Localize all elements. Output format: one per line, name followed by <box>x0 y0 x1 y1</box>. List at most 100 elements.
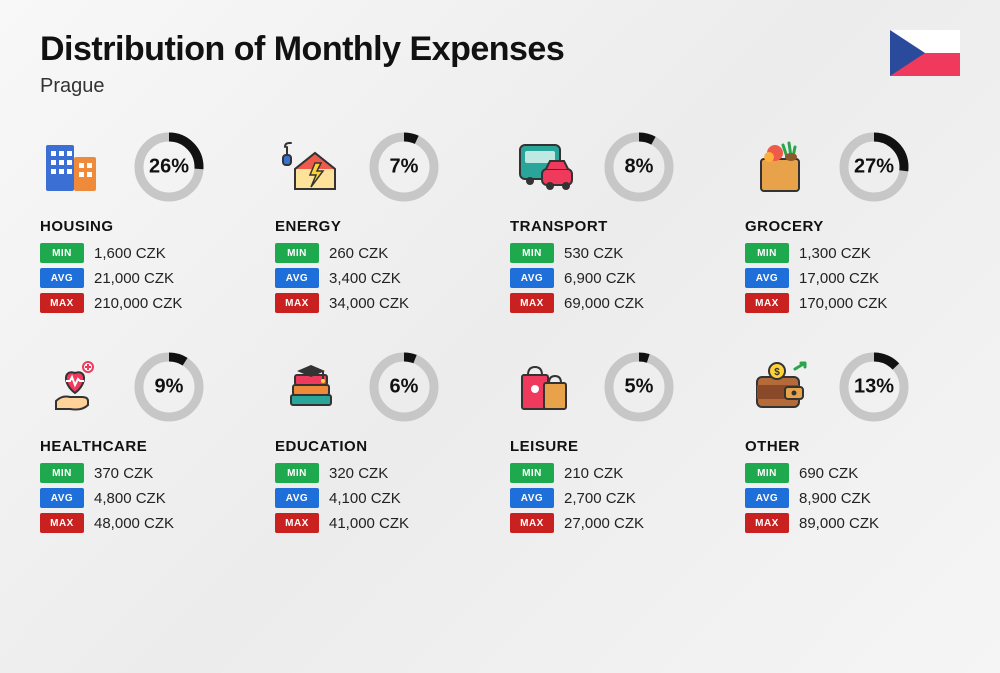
category-card-grocery: 27% GROCERY MIN 1,300 CZK AVG 17,000 CZK… <box>745 128 960 318</box>
percent-donut: 6% <box>365 348 443 426</box>
percent-donut: 7% <box>365 128 443 206</box>
stat-avg-row: AVG 2,700 CZK <box>510 488 725 508</box>
percent-donut: 26% <box>130 128 208 206</box>
percent-donut: 8% <box>600 128 678 206</box>
avg-badge: AVG <box>40 488 84 508</box>
min-badge: MIN <box>40 243 84 263</box>
house-bolt-icon <box>275 137 345 197</box>
czech-flag-icon <box>890 30 960 76</box>
stat-max-row: MAX 170,000 CZK <box>745 293 960 313</box>
category-card-energy: 7% ENERGY MIN 260 CZK AVG 3,400 CZK MAX … <box>275 128 490 318</box>
stat-max-row: MAX 210,000 CZK <box>40 293 255 313</box>
grad-books-icon <box>275 357 345 417</box>
max-badge: MAX <box>40 513 84 533</box>
stat-avg-row: AVG 17,000 CZK <box>745 268 960 288</box>
max-badge: MAX <box>275 293 319 313</box>
category-name: GROCERY <box>745 218 960 235</box>
percent-label: 13% <box>854 376 894 399</box>
max-badge: MAX <box>40 293 84 313</box>
bus-car-icon <box>510 137 580 197</box>
card-header: 8% <box>510 128 725 206</box>
stat-max-row: MAX 27,000 CZK <box>510 513 725 533</box>
avg-value: 21,000 CZK <box>94 270 174 287</box>
min-value: 210 CZK <box>564 465 623 482</box>
stat-min-row: MIN 690 CZK <box>745 463 960 483</box>
stat-min-row: MIN 320 CZK <box>275 463 490 483</box>
percent-label: 5% <box>625 376 654 399</box>
stat-avg-row: AVG 8,900 CZK <box>745 488 960 508</box>
percent-donut: 5% <box>600 348 678 426</box>
page-title: Distribution of Monthly Expenses <box>40 30 564 69</box>
min-badge: MIN <box>275 243 319 263</box>
stat-avg-row: AVG 6,900 CZK <box>510 268 725 288</box>
avg-value: 4,800 CZK <box>94 490 166 507</box>
avg-badge: AVG <box>275 488 319 508</box>
card-header: 6% <box>275 348 490 426</box>
min-value: 320 CZK <box>329 465 388 482</box>
grocery-bag-icon <box>745 137 815 197</box>
category-card-transport: 8% TRANSPORT MIN 530 CZK AVG 6,900 CZK M… <box>510 128 725 318</box>
max-badge: MAX <box>275 513 319 533</box>
card-header: 5% <box>510 348 725 426</box>
category-card-education: 6% EDUCATION MIN 320 CZK AVG 4,100 CZK M… <box>275 348 490 538</box>
svg-text:$: $ <box>774 367 780 378</box>
heart-hand-icon <box>40 357 110 417</box>
avg-value: 8,900 CZK <box>799 490 871 507</box>
max-badge: MAX <box>510 293 554 313</box>
stat-max-row: MAX 34,000 CZK <box>275 293 490 313</box>
max-value: 34,000 CZK <box>329 295 409 312</box>
min-badge: MIN <box>510 243 554 263</box>
min-badge: MIN <box>745 463 789 483</box>
avg-value: 3,400 CZK <box>329 270 401 287</box>
avg-badge: AVG <box>510 488 554 508</box>
avg-badge: AVG <box>745 268 789 288</box>
max-badge: MAX <box>510 513 554 533</box>
max-value: 69,000 CZK <box>564 295 644 312</box>
card-header: 26% <box>40 128 255 206</box>
location-subtitle: Prague <box>40 75 564 98</box>
min-badge: MIN <box>745 243 789 263</box>
wallet-icon: $ <box>745 357 815 417</box>
min-badge: MIN <box>275 463 319 483</box>
stat-max-row: MAX 69,000 CZK <box>510 293 725 313</box>
max-value: 89,000 CZK <box>799 515 879 532</box>
min-value: 1,300 CZK <box>799 245 871 262</box>
category-name: ENERGY <box>275 218 490 235</box>
avg-value: 4,100 CZK <box>329 490 401 507</box>
card-header: $ 13% <box>745 348 960 426</box>
category-name: EDUCATION <box>275 438 490 455</box>
min-value: 370 CZK <box>94 465 153 482</box>
max-value: 210,000 CZK <box>94 295 182 312</box>
category-name: HEALTHCARE <box>40 438 255 455</box>
percent-donut: 13% <box>835 348 913 426</box>
stat-min-row: MIN 260 CZK <box>275 243 490 263</box>
category-card-healthcare: 9% HEALTHCARE MIN 370 CZK AVG 4,800 CZK … <box>40 348 255 538</box>
avg-badge: AVG <box>745 488 789 508</box>
min-value: 690 CZK <box>799 465 858 482</box>
max-badge: MAX <box>745 513 789 533</box>
percent-label: 9% <box>155 376 184 399</box>
stat-max-row: MAX 48,000 CZK <box>40 513 255 533</box>
avg-value: 2,700 CZK <box>564 490 636 507</box>
category-name: OTHER <box>745 438 960 455</box>
stat-min-row: MIN 530 CZK <box>510 243 725 263</box>
min-badge: MIN <box>40 463 84 483</box>
buildings-icon <box>40 137 110 197</box>
percent-label: 27% <box>854 156 894 179</box>
shopping-bags-icon <box>510 357 580 417</box>
stat-min-row: MIN 1,300 CZK <box>745 243 960 263</box>
percent-label: 8% <box>625 156 654 179</box>
category-card-leisure: 5% LEISURE MIN 210 CZK AVG 2,700 CZK MAX… <box>510 348 725 538</box>
category-card-housing: 26% HOUSING MIN 1,600 CZK AVG 21,000 CZK… <box>40 128 255 318</box>
max-value: 48,000 CZK <box>94 515 174 532</box>
stat-min-row: MIN 1,600 CZK <box>40 243 255 263</box>
percent-donut: 9% <box>130 348 208 426</box>
stat-avg-row: AVG 4,800 CZK <box>40 488 255 508</box>
stat-avg-row: AVG 3,400 CZK <box>275 268 490 288</box>
min-badge: MIN <box>510 463 554 483</box>
card-header: 9% <box>40 348 255 426</box>
categories-grid: 26% HOUSING MIN 1,600 CZK AVG 21,000 CZK… <box>40 128 960 538</box>
percent-label: 26% <box>149 156 189 179</box>
percent-label: 7% <box>390 156 419 179</box>
header: Distribution of Monthly Expenses Prague <box>40 30 960 98</box>
